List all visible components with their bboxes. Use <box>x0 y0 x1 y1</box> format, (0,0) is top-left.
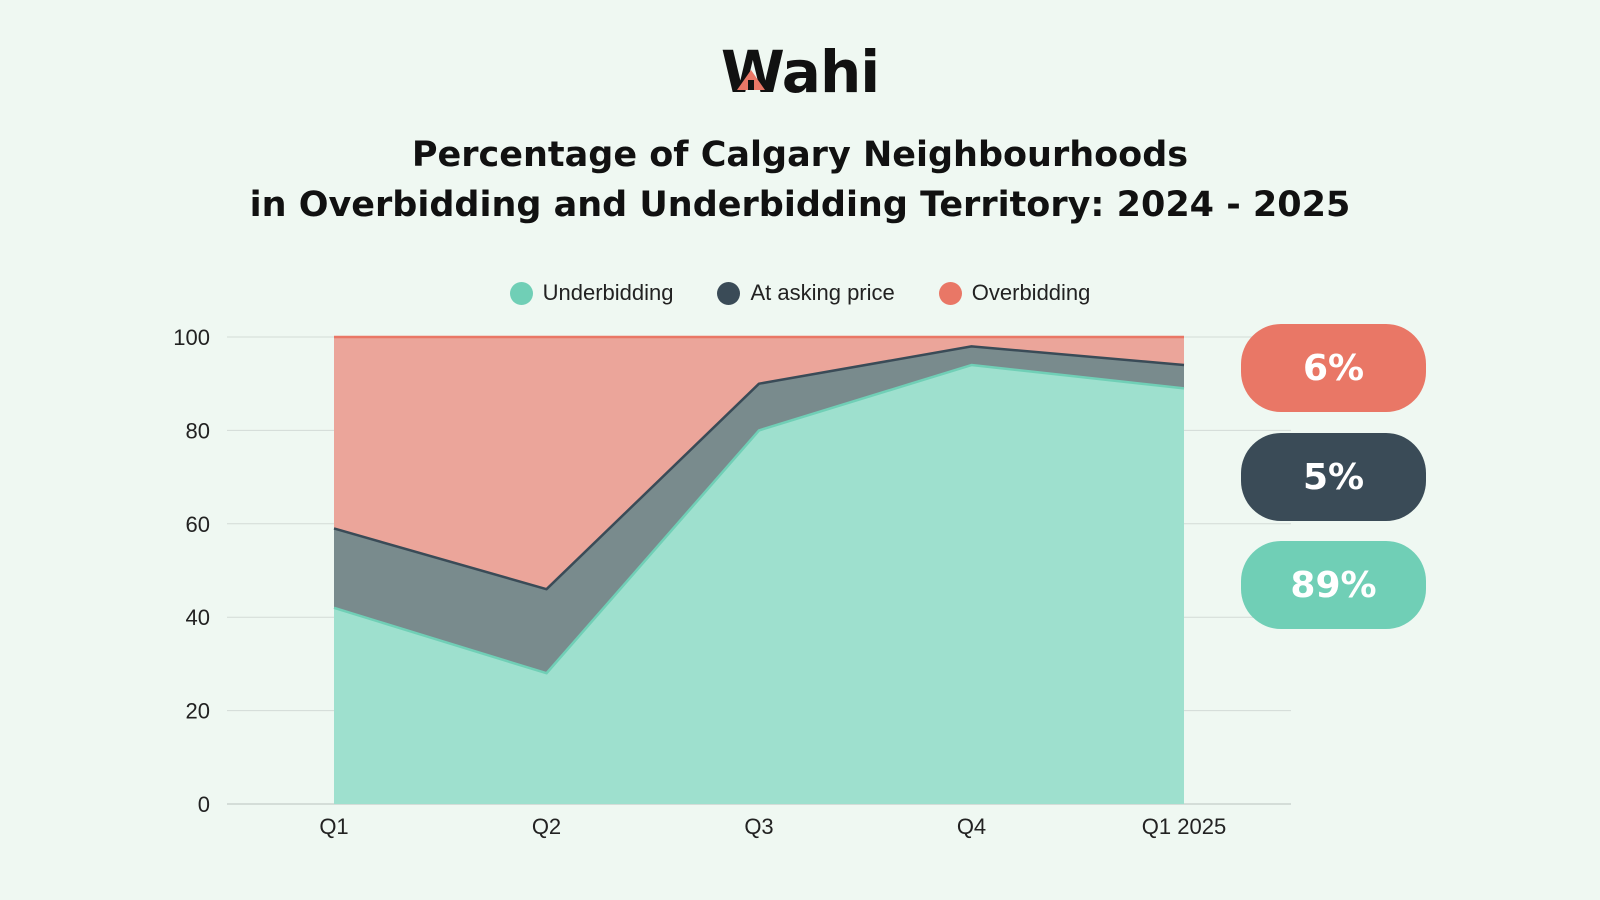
chart-legend: Underbidding At asking price Overbidding <box>0 280 1600 306</box>
y-tick-label: 40 <box>186 605 210 630</box>
y-tick-label: 60 <box>186 512 210 537</box>
area-at-asking-edge <box>333 345 1185 591</box>
logo-text: Wahi <box>720 38 880 106</box>
y-tick-label: 100 <box>173 325 210 350</box>
badge-overbidding: 6% <box>1241 324 1426 412</box>
badge-at-asking: 5% <box>1241 433 1426 521</box>
y-tick-label: 20 <box>186 699 210 724</box>
wahi-logo: Wahi <box>0 38 1600 106</box>
badge-underbidding: 89% <box>1241 541 1426 629</box>
x-tick-label: Q1 <box>319 814 348 839</box>
area-at-asking <box>334 346 1184 674</box>
title-line-1: Percentage of Calgary Neighbourhoods <box>411 135 1189 175</box>
x-tick-label: Q1 2025 <box>1142 814 1226 839</box>
title-line-2: in Overbidding and Underbidding Territor… <box>249 185 1351 225</box>
legend-item-underbidding: Underbidding <box>509 280 674 306</box>
legend-label-at-asking: At asking price <box>750 280 895 305</box>
y-tick-label: 0 <box>198 792 210 817</box>
area-underbidding-edge <box>333 363 1185 675</box>
legend-label-underbidding: Underbidding <box>542 280 674 305</box>
x-tick-label: Q4 <box>957 814 986 839</box>
legend-item-at-asking: At asking price <box>717 280 895 306</box>
x-tick-label: Q3 <box>744 814 773 839</box>
legend-swatch-overbidding <box>938 281 962 305</box>
legend-swatch-at-asking <box>717 281 741 305</box>
legend-item-overbidding: Overbidding <box>938 280 1091 306</box>
area-underbidding <box>334 365 1184 804</box>
area-overbidding <box>334 337 1184 590</box>
legend-swatch-underbidding <box>509 281 533 305</box>
x-tick-label: Q2 <box>532 814 561 839</box>
legend-label-overbidding: Overbidding <box>971 280 1091 305</box>
page-title: Percentage of Calgary Neighbourhoods in … <box>0 130 1600 230</box>
y-tick-label: 80 <box>186 418 210 443</box>
house-roof-icon <box>737 70 765 90</box>
